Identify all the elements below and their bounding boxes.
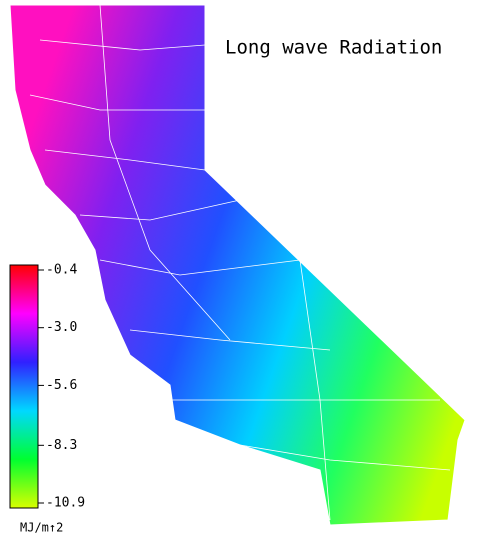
map-title: Long wave Radiation <box>225 37 442 59</box>
colorbar-tick-label: -3.0 <box>46 320 77 335</box>
colorbar <box>9 264 39 509</box>
colorbar-tick-label: -8.3 <box>46 438 77 453</box>
colorbar-tick-label: -5.6 <box>46 378 77 393</box>
colorbar-unit: MJ/m↑2 <box>20 521 63 535</box>
colorbar-tick-label: -10.9 <box>46 496 85 511</box>
state-shape <box>9 4 466 526</box>
county-lines <box>29 4 451 521</box>
colorbar-tick-label: -0.4 <box>46 263 77 278</box>
